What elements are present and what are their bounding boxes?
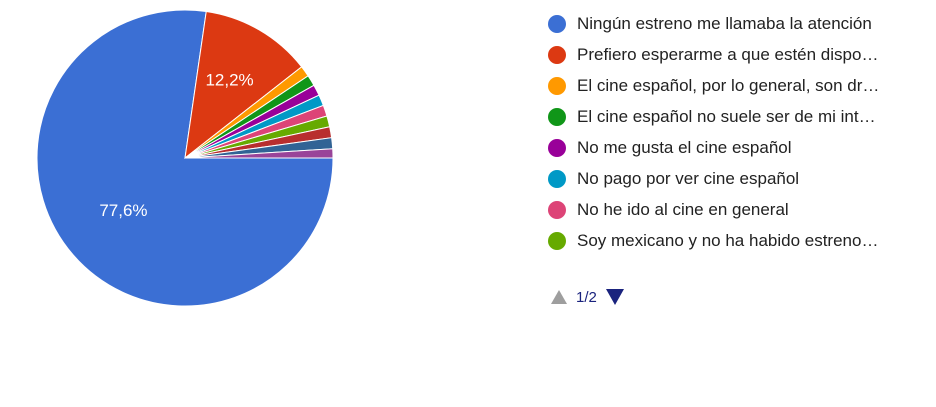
legend-label: No me gusta el cine español	[577, 137, 792, 157]
legend-pager: 1/2	[551, 286, 624, 308]
legend-swatch-icon	[548, 231, 566, 250]
slice-label-0: 77,6%	[99, 201, 147, 220]
legend-label: No pago por ver cine español	[577, 168, 800, 188]
slice-label-1: 12,2%	[205, 71, 253, 90]
legend-label: No he ido al cine en general	[577, 199, 789, 219]
pie-slice-1	[184, 10, 303, 160]
legend-label: Ningún estreno me llamaba la atención	[577, 13, 872, 33]
legend-label: El cine español no suele ser de mi int…	[577, 106, 876, 126]
legend-label: El cine español, por lo general, son dr…	[577, 75, 880, 95]
legend-item: No he ido al cine en general	[548, 194, 928, 225]
page-indicator: 1/2	[576, 288, 597, 306]
previous-page-icon[interactable]	[551, 290, 567, 304]
next-page-icon[interactable]	[605, 289, 624, 305]
legend-swatch-icon	[548, 138, 566, 157]
pie-slice-10	[184, 148, 334, 159]
legend-swatch-icon	[548, 169, 566, 188]
legend-swatch-icon	[548, 107, 566, 126]
legend-label: Soy mexicano y no ha habido estreno…	[577, 230, 879, 250]
legend-item: El cine español, por lo general, son dr…	[548, 70, 928, 101]
legend-swatch-icon	[548, 76, 566, 95]
legend-swatch-icon	[548, 200, 566, 219]
legend-item: Soy mexicano y no ha habido estreno…	[548, 225, 928, 256]
legend-label: Prefiero esperarme a que estén dispo…	[577, 44, 879, 64]
legend-swatch-icon	[548, 45, 566, 64]
chart-legend: Ningún estreno me llamaba la atención Pre…	[548, 8, 928, 256]
legend-item: No pago por ver cine español	[548, 163, 928, 194]
legend-swatch-icon	[548, 14, 566, 33]
pie-chart: 77,6% 12,2%	[36, 9, 334, 307]
legend-item: Ningún estreno me llamaba la atención	[548, 8, 928, 39]
legend-item: El cine español no suele ser de mi int…	[548, 101, 928, 132]
legend-item: No me gusta el cine español	[548, 132, 928, 163]
legend-item: Prefiero esperarme a que estén dispo…	[548, 39, 928, 70]
